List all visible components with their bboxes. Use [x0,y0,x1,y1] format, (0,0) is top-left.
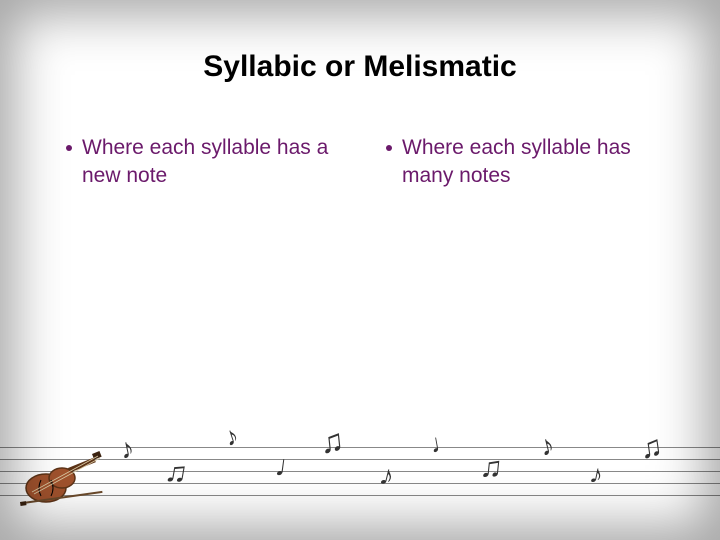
staff-line [0,483,720,484]
staff-line [0,459,720,460]
bullet-item: Where each syllable has many notes [380,134,660,191]
bullet-dot-icon [386,145,392,151]
bullet-text: Where each syllable has a new note [82,134,340,191]
staff-line [0,495,720,496]
bullet-text: Where each syllable has many notes [402,134,660,191]
bullet-dot-icon [66,145,72,151]
violin-icon [18,442,108,512]
music-staff [0,447,720,495]
bullet-item: Where each syllable has a new note [60,134,340,191]
staff-line [0,447,720,448]
slide-title: Syllabic or Melismatic [60,50,660,84]
right-column: Where each syllable has many notes [380,134,660,191]
staff-line [0,471,720,472]
content-columns: Where each syllable has a new note Where… [60,134,660,191]
left-column: Where each syllable has a new note [60,134,340,191]
